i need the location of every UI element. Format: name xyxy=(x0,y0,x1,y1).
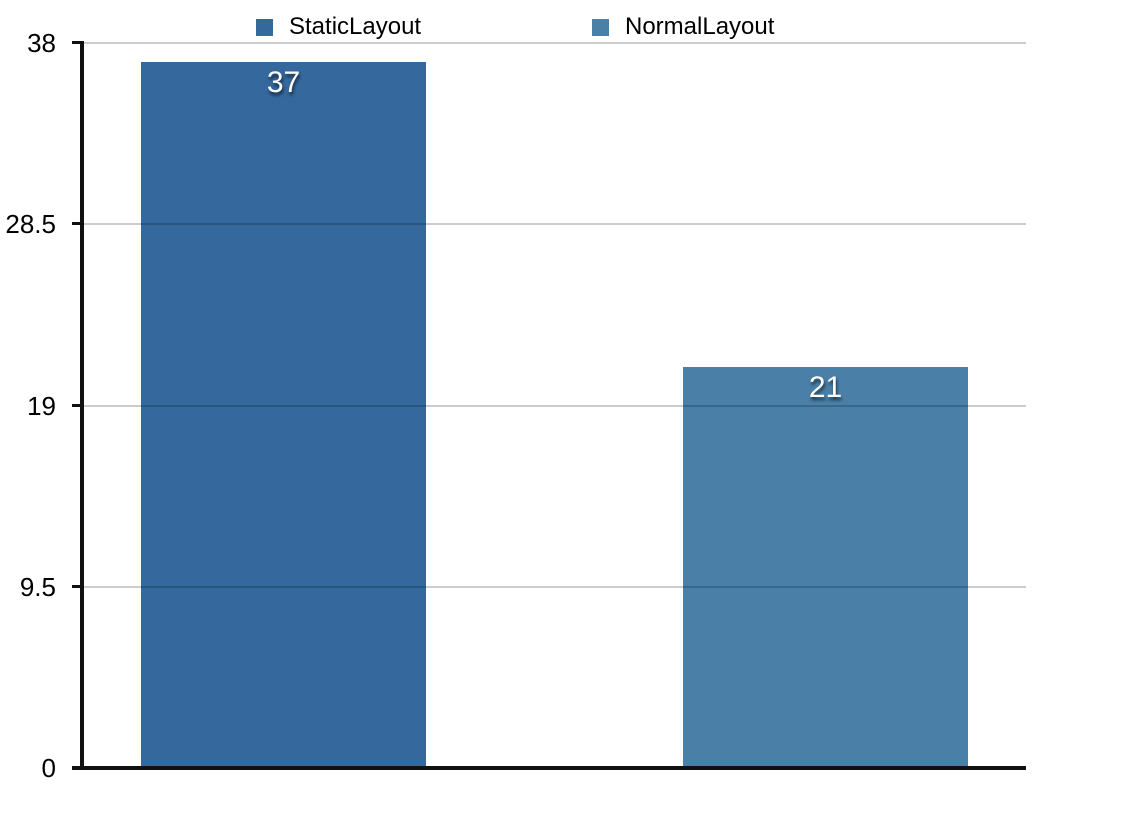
bar-value-label-staticlayout: 37 xyxy=(266,66,301,100)
bar-normallayout: 21 xyxy=(683,367,968,768)
y-tick-label-28-5: 28.5 xyxy=(5,209,56,240)
gridline xyxy=(82,223,1026,226)
y-tick-mark xyxy=(72,41,82,44)
y-tick-mark xyxy=(72,403,82,407)
gridline xyxy=(82,585,1026,588)
y-tick-label-0: 0 xyxy=(41,753,56,783)
y-tick-mark xyxy=(72,584,82,588)
gridline xyxy=(82,42,1026,44)
legend-label-normallayout: NormalLayout xyxy=(625,13,775,40)
bar-value-label-normallayout: 21 xyxy=(808,371,843,405)
legend-swatch-staticlayout-icon xyxy=(256,18,273,36)
y-tick-label-9-5: 9.5 xyxy=(19,571,56,602)
legend-item-normallayout: NormalLayout xyxy=(592,10,774,44)
y-tick-label-38: 38 xyxy=(27,28,56,58)
y-tick-label-19: 19 xyxy=(27,390,56,421)
x-axis-line xyxy=(72,766,1026,770)
y-axis-line xyxy=(80,41,84,770)
y-tick-mark xyxy=(72,222,82,226)
bar-staticlayout: 37 xyxy=(141,62,426,768)
gridline xyxy=(82,404,1026,407)
legend-item-staticlayout: StaticLayout xyxy=(256,10,421,44)
legend-swatch-normallayout-icon xyxy=(592,18,609,36)
legend-label-staticlayout: StaticLayout xyxy=(289,13,422,40)
